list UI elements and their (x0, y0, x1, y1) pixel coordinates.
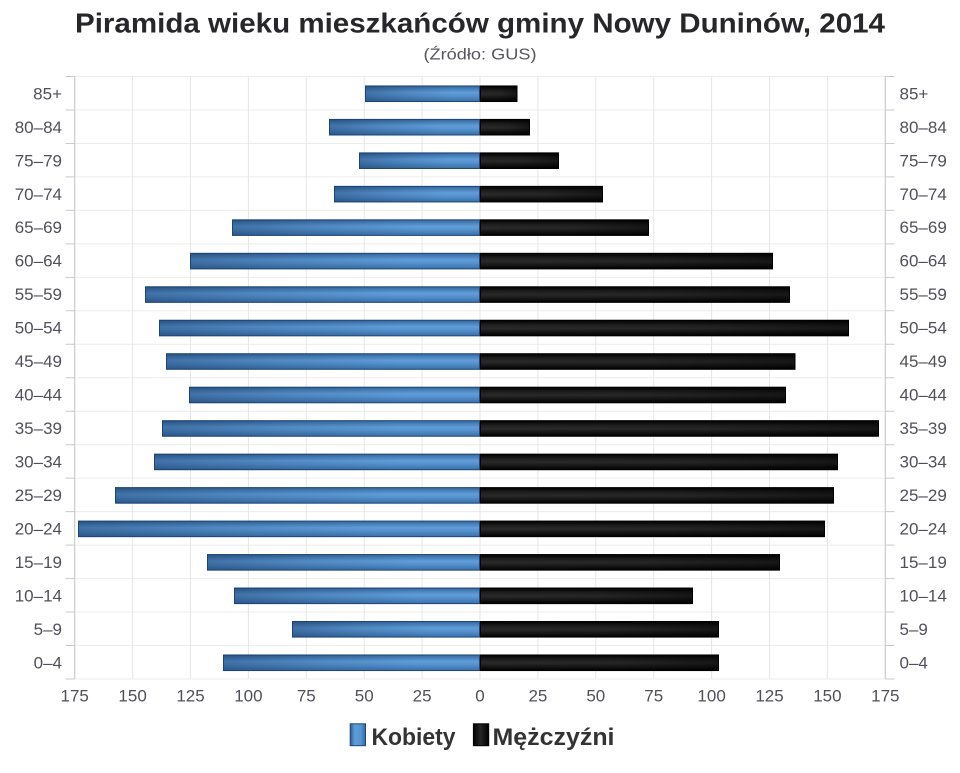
svg-text:75–79: 75–79 (15, 151, 62, 170)
svg-text:25–29: 25–29 (15, 486, 62, 505)
svg-text:50: 50 (586, 687, 605, 706)
svg-text:125: 125 (176, 687, 204, 706)
svg-text:35–39: 35–39 (900, 419, 947, 438)
svg-text:50–54: 50–54 (15, 319, 62, 338)
svg-text:45–49: 45–49 (900, 352, 947, 371)
svg-text:25: 25 (528, 687, 547, 706)
svg-text:25: 25 (413, 687, 432, 706)
svg-text:0: 0 (475, 687, 484, 706)
svg-text:85+: 85+ (900, 84, 929, 103)
svg-text:45–49: 45–49 (15, 352, 62, 371)
svg-text:60–64: 60–64 (15, 252, 62, 271)
svg-text:150: 150 (813, 687, 841, 706)
svg-text:15–19: 15–19 (15, 553, 62, 572)
svg-text:100: 100 (697, 687, 725, 706)
svg-text:80–84: 80–84 (15, 118, 62, 137)
svg-text:30–34: 30–34 (900, 453, 947, 472)
svg-text:60–64: 60–64 (900, 252, 947, 271)
svg-text:75–79: 75–79 (900, 151, 947, 170)
svg-text:175: 175 (61, 687, 89, 706)
svg-text:75: 75 (297, 687, 316, 706)
svg-text:40–44: 40–44 (900, 386, 947, 405)
svg-text:0–4: 0–4 (34, 653, 62, 672)
svg-text:Piramida wieku mieszkańców gmi: Piramida wieku mieszkańców gminy Nowy Du… (75, 8, 885, 39)
svg-text:5–9: 5–9 (34, 620, 62, 639)
svg-text:85+: 85+ (33, 84, 62, 103)
svg-text:30–34: 30–34 (15, 453, 62, 472)
svg-text:35–39: 35–39 (15, 419, 62, 438)
svg-text:25–29: 25–29 (900, 486, 947, 505)
svg-text:0–4: 0–4 (900, 653, 928, 672)
svg-text:40–44: 40–44 (15, 386, 62, 405)
svg-text:10–14: 10–14 (15, 586, 62, 605)
svg-text:100: 100 (234, 687, 262, 706)
svg-text:65–69: 65–69 (15, 218, 62, 237)
svg-text:(Źródło: GUS): (Źródło: GUS) (424, 45, 537, 64)
svg-text:50: 50 (355, 687, 374, 706)
svg-text:5–9: 5–9 (900, 620, 928, 639)
svg-text:10–14: 10–14 (900, 586, 947, 605)
svg-text:20–24: 20–24 (900, 519, 947, 538)
svg-text:70–74: 70–74 (15, 185, 62, 204)
svg-text:70–74: 70–74 (900, 185, 947, 204)
svg-text:125: 125 (755, 687, 783, 706)
svg-text:Mężczyźni: Mężczyźni (493, 724, 615, 751)
svg-text:Kobiety: Kobiety (372, 724, 457, 751)
svg-text:55–59: 55–59 (900, 285, 947, 304)
svg-text:20–24: 20–24 (15, 519, 62, 538)
svg-text:50–54: 50–54 (900, 319, 947, 338)
svg-text:65–69: 65–69 (900, 218, 947, 237)
svg-text:75: 75 (644, 687, 663, 706)
svg-text:55–59: 55–59 (15, 285, 62, 304)
svg-text:150: 150 (118, 687, 146, 706)
svg-text:15–19: 15–19 (900, 553, 947, 572)
svg-text:80–84: 80–84 (900, 118, 947, 137)
svg-text:175: 175 (871, 687, 899, 706)
